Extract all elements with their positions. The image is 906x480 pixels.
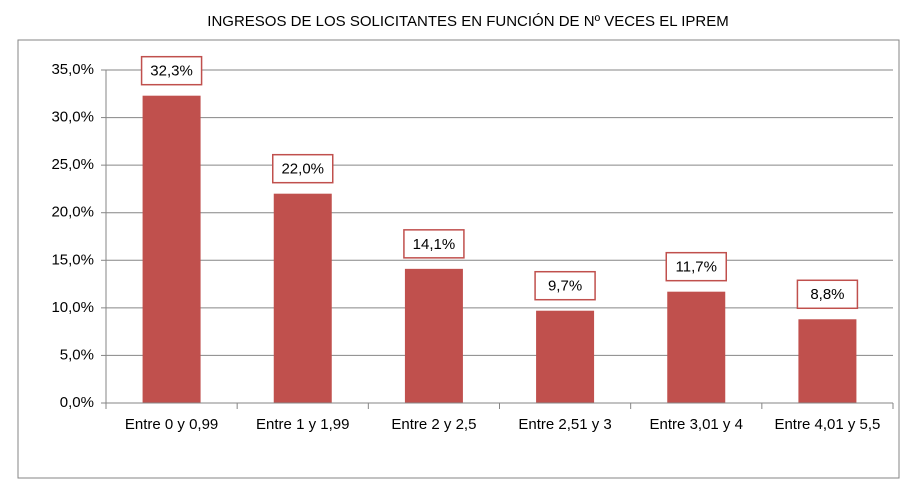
x-tick-label: Entre 2 y 2,5: [391, 416, 477, 433]
x-tick-label: Entre 2,51 y 3: [518, 416, 612, 433]
x-tick-label: Entre 1 y 1,99: [256, 416, 350, 433]
data-label-box: [403, 229, 465, 259]
data-label-box: [665, 251, 727, 282]
y-tick-label: 10,0%: [51, 299, 94, 316]
bar: [404, 268, 463, 403]
data-label: 14,1%: [413, 236, 456, 253]
bar: [142, 95, 201, 403]
bar: [536, 310, 595, 403]
data-label: 11,7%: [676, 259, 717, 276]
y-tick-label: 35,0%: [51, 61, 94, 78]
data-label-box: [272, 153, 334, 184]
bar: [798, 319, 857, 403]
y-tick-label: 30,0%: [51, 109, 94, 126]
data-label: 22,0%: [281, 161, 324, 178]
chart-title: INGRESOS DE LOS SOLICITANTES EN FUNCIÓN …: [207, 13, 728, 30]
x-tick-label: Entre 4,01 y 5,5: [774, 416, 881, 433]
y-tick-label: 25,0%: [51, 156, 94, 173]
y-tick-label: 15,0%: [51, 251, 94, 268]
data-label-box: [534, 270, 596, 301]
x-tick-label: Entre 3,01 y 4: [649, 416, 743, 433]
x-tick-label: Entre 0 y 0,99: [124, 416, 219, 433]
data-label-box: [796, 279, 859, 310]
bar: [273, 193, 332, 403]
data-label: 8,8%: [810, 286, 844, 303]
y-tick-label: 20,0%: [51, 204, 94, 221]
bar: [667, 291, 726, 403]
data-label-box: [140, 55, 203, 86]
data-label: 32,3%: [150, 63, 193, 80]
data-label: 9,7%: [548, 278, 582, 295]
y-tick-label: 0,0%: [60, 394, 94, 411]
y-tick-label: 5,0%: [60, 346, 94, 363]
